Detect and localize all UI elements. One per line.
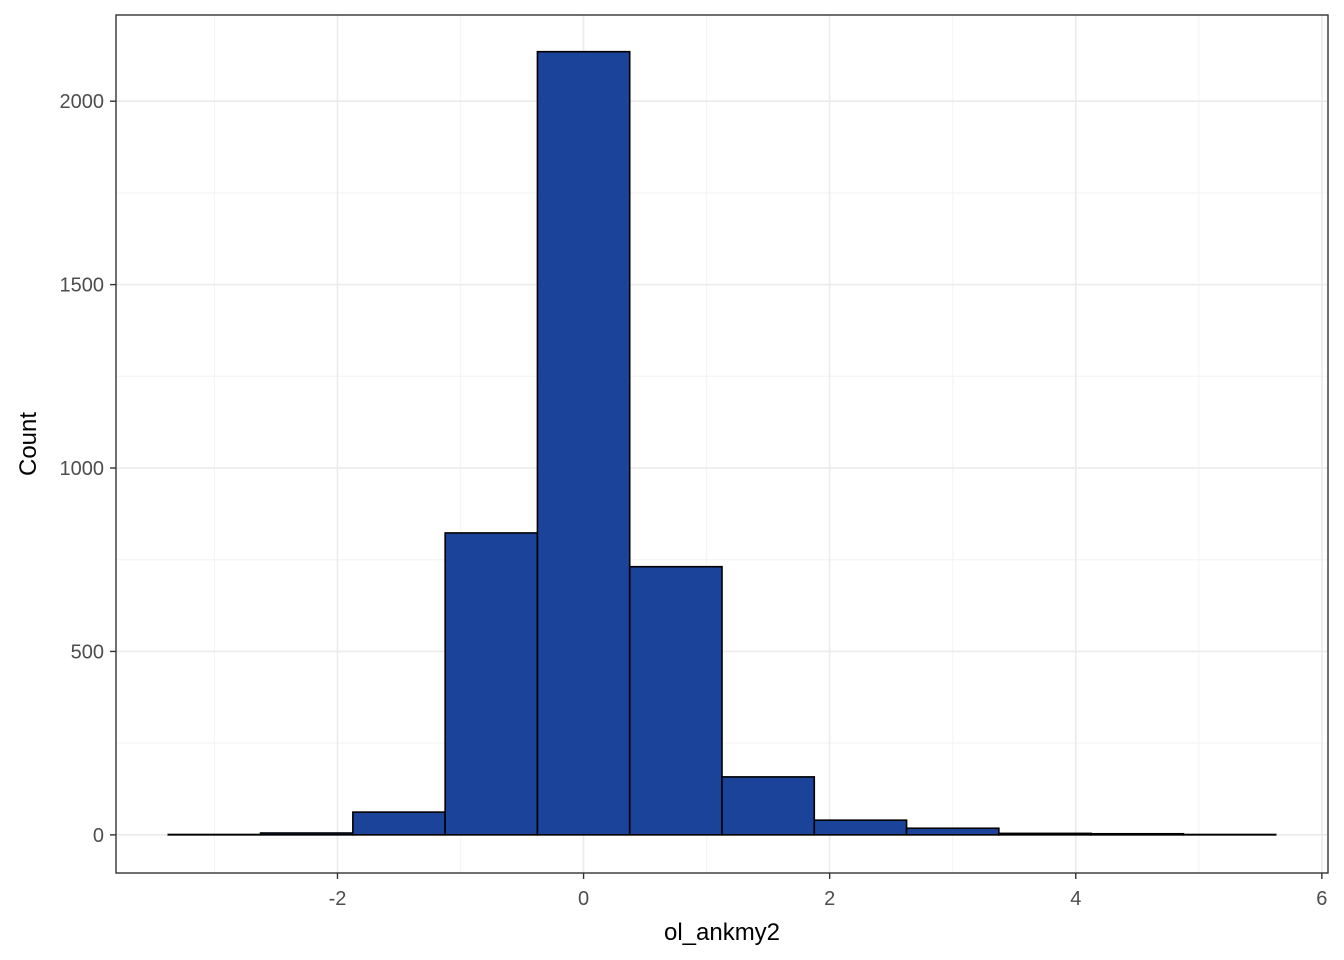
histogram-bar xyxy=(444,532,539,836)
axis-ticks xyxy=(110,100,1323,879)
histogram-bar xyxy=(628,565,723,836)
grid-lines xyxy=(116,15,1328,873)
histogram-bar xyxy=(536,50,631,836)
histogram-bar xyxy=(1090,832,1185,836)
y-axis-title: Count xyxy=(15,412,42,476)
x-axis-tick-labels: -2 0 2 4 6 xyxy=(329,888,1328,910)
x-tick-label: 2 xyxy=(824,888,835,910)
x-tick-label: 4 xyxy=(1070,888,1081,910)
x-axis-title: ol_ankmy2 xyxy=(664,919,780,946)
y-tick-label: 0 xyxy=(93,825,104,847)
x-tick-label: 0 xyxy=(578,888,589,910)
histogram-bar xyxy=(813,819,908,836)
histogram-bars xyxy=(167,50,1277,836)
histogram-bar xyxy=(352,811,446,836)
histogram-bar xyxy=(905,827,1000,836)
y-tick-label: 500 xyxy=(71,641,104,663)
y-tick-label: 1500 xyxy=(60,275,105,297)
y-tick-label: 1000 xyxy=(60,458,105,480)
y-tick-label: 2000 xyxy=(60,91,105,113)
panel-border xyxy=(115,14,1329,874)
histogram-bar xyxy=(721,776,816,836)
histogram-bar xyxy=(998,832,1092,836)
x-tick-label: 6 xyxy=(1316,888,1327,910)
histogram-bar xyxy=(259,832,354,836)
y-axis-tick-labels: 0 500 1000 1500 2000 xyxy=(60,91,105,847)
x-tick-label: -2 xyxy=(329,888,347,910)
